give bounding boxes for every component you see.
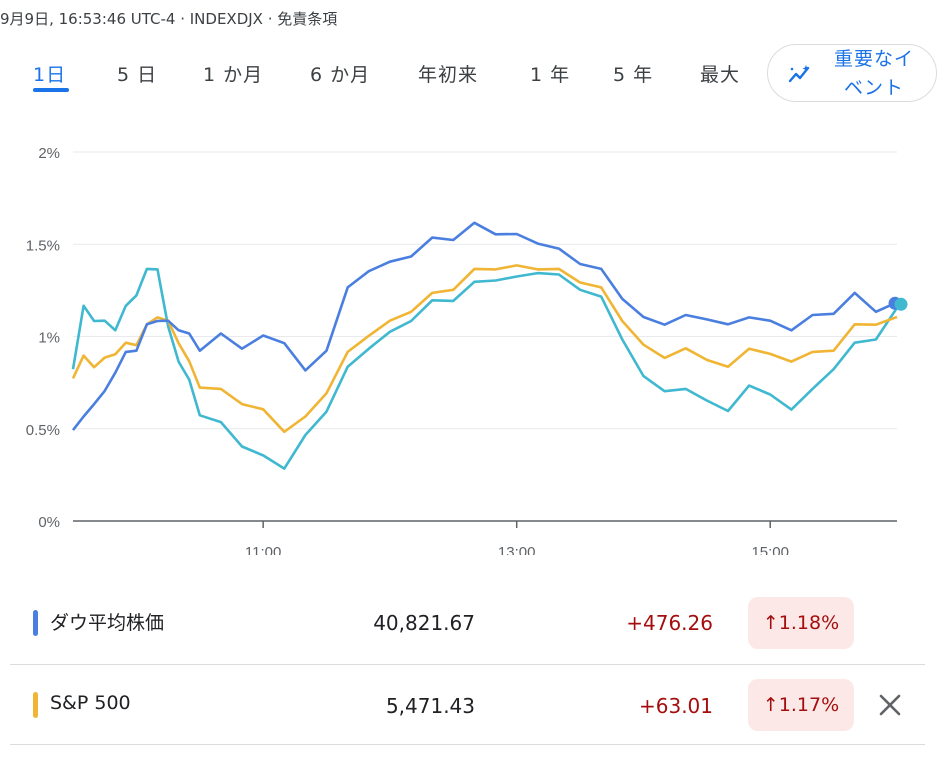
end-point-series-3 <box>894 297 908 311</box>
sp500-change: +63.01 <box>638 694 713 718</box>
x-tick-label: 11:00 <box>245 544 281 555</box>
x-tick-label: 15:00 <box>751 544 789 555</box>
key-events-label: 重要なイ ベント <box>826 45 922 103</box>
grid-layer <box>73 151 897 430</box>
comparison-line-chart: 0% 0.5% 1% 1.5% 2% 11:00 13:00 15:00 <box>26 145 908 555</box>
dow-percent-badge: ↑1.18% <box>748 597 854 649</box>
key-events-label-line1: 重要なイ <box>833 48 914 70</box>
tab-max[interactable]: 最大 <box>700 64 741 86</box>
y-tick-label: 0.5% <box>26 422 60 439</box>
tab-1d[interactable]: 1日 <box>33 64 67 86</box>
dow-price: 40,821.67 <box>373 611 475 635</box>
legend-row-sp500[interactable]: S&P 500 5,471.43 +63.01 ↑1.17% <box>10 664 925 745</box>
tab-1y[interactable]: 1 年 <box>530 64 571 86</box>
tab-1m[interactable]: 1 か月 <box>203 64 264 86</box>
sparkline-icon <box>788 65 810 83</box>
series-line-0 <box>71 221 898 431</box>
close-icon[interactable] <box>876 691 904 719</box>
y-tick-label: 2% <box>38 145 60 162</box>
sp500-price: 5,471.43 <box>385 694 475 718</box>
x-tick-label: 13:00 <box>498 544 536 555</box>
sp500-percent-badge: ↑1.17% <box>748 679 854 731</box>
key-events-label-line2: ベント <box>843 77 904 99</box>
tab-6m[interactable]: 6 か月 <box>310 64 371 86</box>
y-tick-label: 1% <box>38 330 60 347</box>
tab-ytd[interactable]: 年初来 <box>418 64 479 86</box>
dow-name: ダウ平均株価 <box>50 612 165 634</box>
active-tab-indicator <box>33 88 69 92</box>
dow-change: +476.26 <box>626 611 713 635</box>
quote-meta: 9月9日, 16:53:46 UTC-4 · INDEXDJX · 免責条項 <box>0 10 338 28</box>
dow-swatch <box>33 610 38 636</box>
axis-layer: 0% 0.5% 1% 1.5% 2% 11:00 13:00 15:00 <box>26 145 897 555</box>
range-tabs: 1日 5 日 1 か月 6 か月 年初来 1 年 5 年 最大 <box>0 56 940 106</box>
tab-5y[interactable]: 5 年 <box>613 64 654 86</box>
key-events-button[interactable]: 重要なイ ベント <box>767 44 937 102</box>
sp500-name: S&P 500 <box>50 692 131 714</box>
tab-5d[interactable]: 5 日 <box>117 64 158 86</box>
y-tick-label: 0% <box>38 514 60 531</box>
sp500-swatch <box>33 692 38 718</box>
y-tick-label: 1.5% <box>26 237 60 254</box>
series-line-2 <box>71 267 899 470</box>
series-line-1 <box>71 264 898 434</box>
legend-row-dow[interactable]: ダウ平均株価 40,821.67 +476.26 ↑1.18% <box>10 585 925 661</box>
series-layer <box>71 221 908 470</box>
